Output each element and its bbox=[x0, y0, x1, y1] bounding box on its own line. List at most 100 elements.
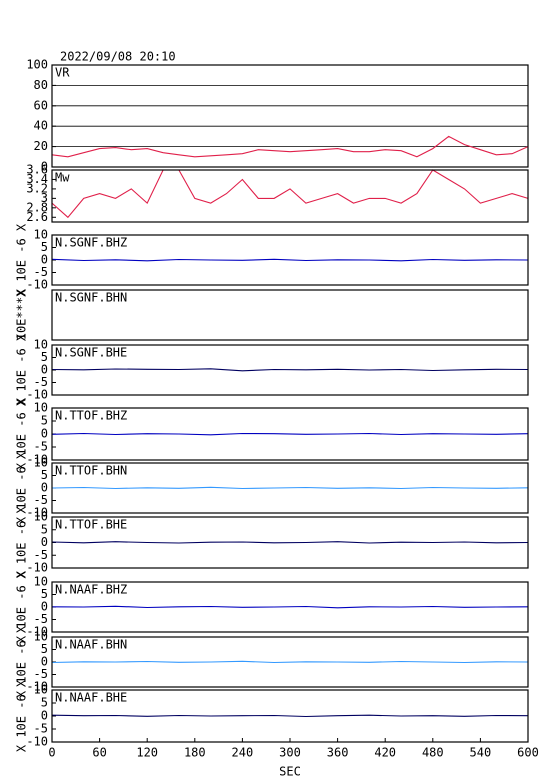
panel-label: VR bbox=[55, 66, 70, 80]
panel-label: Mw bbox=[55, 171, 70, 185]
y-axis-label: X 10E -6 X bbox=[15, 397, 29, 470]
y-tick-label: -5 bbox=[34, 612, 48, 626]
y-tick-label: -10 bbox=[26, 735, 48, 749]
y-tick-label: 0 bbox=[41, 253, 48, 267]
y-tick-label: -10 bbox=[26, 278, 48, 292]
y-tick-label: 5 bbox=[41, 696, 48, 710]
y-tick-label: 3.2 bbox=[26, 181, 48, 195]
x-axis-label: SEC bbox=[279, 765, 301, 779]
x-tick-label: 60 bbox=[92, 746, 106, 760]
y-tick-label: -5 bbox=[34, 493, 48, 507]
y-axis-label: X 10E -6 X bbox=[15, 223, 29, 296]
y-axis-label: X 10E -6 X bbox=[15, 679, 29, 752]
y-tick-label: 100 bbox=[26, 58, 48, 72]
y-tick-label: 10 bbox=[34, 683, 48, 697]
panel-frame bbox=[51, 407, 529, 461]
y-tick-label: 10 bbox=[34, 401, 48, 415]
y-tick-label: 10 bbox=[34, 510, 48, 524]
y-tick-label: 5 bbox=[41, 468, 48, 482]
panel-frame bbox=[51, 462, 529, 514]
y-tick-label: -10 bbox=[26, 680, 48, 694]
panel-frame bbox=[51, 636, 529, 688]
chart-title: 2022/09/08 20:10 bbox=[60, 50, 176, 64]
y-axis-label: X 10E -6 X bbox=[15, 333, 29, 406]
y-tick-label: 2.6 bbox=[26, 210, 48, 224]
y-axis-label: 10E***X bbox=[15, 289, 29, 340]
trace bbox=[51, 368, 529, 372]
trace bbox=[51, 486, 529, 490]
y-tick-label: 2.8 bbox=[26, 200, 48, 214]
x-tick-label: 600 bbox=[517, 746, 539, 760]
y-tick-label: 5 bbox=[41, 240, 48, 254]
y-tick-label: 3 bbox=[41, 191, 48, 205]
y-tick-label: 10 bbox=[34, 228, 48, 242]
panel-label: N.NAAF.BHZ bbox=[55, 583, 127, 597]
y-axis-label: X 10E -6 X bbox=[15, 625, 29, 698]
panel-frame bbox=[51, 344, 529, 396]
y-tick-label: 0 bbox=[41, 535, 48, 549]
y-axis-label: X 10E -6 X bbox=[15, 451, 29, 524]
panel-frame bbox=[51, 234, 529, 286]
trace bbox=[51, 169, 529, 219]
y-axis-label: X 10E -6 X bbox=[15, 570, 29, 643]
y-tick-label: 5 bbox=[41, 414, 48, 428]
y-tick-label: 10 bbox=[34, 630, 48, 644]
y-tick-label: 20 bbox=[34, 139, 48, 153]
panel-label: N.TTOF.BHZ bbox=[55, 409, 127, 423]
y-tick-label: -5 bbox=[34, 722, 48, 736]
panel-label: N.SGNF.BHZ bbox=[55, 236, 127, 250]
trace bbox=[51, 660, 529, 664]
panel-label: N.NAAF.BHE bbox=[55, 691, 127, 705]
y-tick-label: 0 bbox=[41, 709, 48, 723]
panel-label: N.NAAF.BHN bbox=[55, 638, 127, 652]
y-tick-label: -5 bbox=[34, 440, 48, 454]
y-axis-label: X 10E -6 X bbox=[15, 506, 29, 579]
trace bbox=[51, 135, 529, 158]
trace bbox=[51, 541, 529, 544]
y-tick-label: 10 bbox=[34, 338, 48, 352]
y-tick-label: 60 bbox=[34, 98, 48, 112]
x-tick-label: 480 bbox=[422, 746, 444, 760]
y-tick-label: 0 bbox=[41, 600, 48, 614]
panel-label: N.SGNF.BHE bbox=[55, 346, 127, 360]
y-tick-label: -5 bbox=[34, 375, 48, 389]
panel-frame bbox=[51, 289, 529, 341]
y-tick-label: 0 bbox=[41, 363, 48, 377]
x-tick-label: 240 bbox=[232, 746, 254, 760]
panel-label: N.TTOF.BHE bbox=[55, 518, 127, 532]
y-tick-label: 10 bbox=[34, 456, 48, 470]
panel-frame bbox=[51, 516, 529, 569]
trace bbox=[51, 714, 529, 718]
y-tick-label: -10 bbox=[26, 506, 48, 520]
y-tick-label: -10 bbox=[26, 561, 48, 575]
y-tick-label: 3.6 bbox=[26, 163, 48, 177]
trace bbox=[51, 432, 529, 436]
y-tick-label: 5 bbox=[41, 642, 48, 656]
y-tick-label: 80 bbox=[34, 78, 48, 92]
panel-label: N.TTOF.BHN bbox=[55, 464, 127, 478]
x-tick-label: 180 bbox=[184, 746, 206, 760]
y-tick-label: -5 bbox=[34, 548, 48, 562]
trace bbox=[51, 605, 529, 609]
panel-label: N.SGNF.BHN bbox=[55, 291, 127, 305]
y-tick-label: -10 bbox=[26, 453, 48, 467]
y-tick-label: -5 bbox=[34, 265, 48, 279]
y-tick-label: 5 bbox=[41, 350, 48, 364]
y-tick-label: -5 bbox=[34, 667, 48, 681]
y-tick-label: 0 bbox=[41, 427, 48, 441]
y-tick-label: -10 bbox=[26, 388, 48, 402]
trace bbox=[51, 258, 529, 262]
y-tick-label: 5 bbox=[41, 587, 48, 601]
y-tick-label: 10 bbox=[34, 575, 48, 589]
x-tick-label: 360 bbox=[327, 746, 349, 760]
y-tick-label: -10 bbox=[26, 625, 48, 639]
x-tick-label: 120 bbox=[136, 746, 158, 760]
x-tick-label: 300 bbox=[279, 746, 301, 760]
y-tick-label: 0 bbox=[41, 481, 48, 495]
y-tick-label: 5 bbox=[41, 522, 48, 536]
panel-frame bbox=[51, 581, 529, 633]
y-tick-label: 0 bbox=[41, 655, 48, 669]
x-tick-label: 0 bbox=[48, 746, 55, 760]
